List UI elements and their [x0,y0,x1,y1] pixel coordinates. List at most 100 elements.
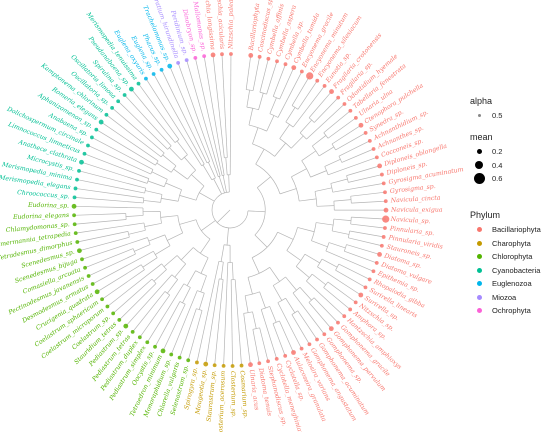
tree-branch [74,213,126,216]
tree-branch [291,168,307,178]
tree-branch [199,238,211,254]
tree-branch [252,56,260,91]
tree-branch [216,209,231,223]
tree-branch-arc [164,234,171,246]
tip-label: Eudorina_elegans [12,212,69,221]
tree-branch-arc [195,270,207,277]
legend-mean-item: 0.4 [470,159,502,173]
tree-branch [346,244,380,255]
tip-point [75,177,79,182]
tree-branch-arc [277,297,286,303]
legend-alpha-title: alpha [470,96,493,106]
tip-point [306,72,314,80]
tree-branch [277,302,302,349]
tree-branch [76,179,145,194]
tip-point [371,147,376,151]
tree-branch [314,97,339,123]
tree-branch-arc [211,177,216,181]
legend-phylum-label: Charophyta [492,238,531,248]
tip-point [167,63,173,69]
tree-branch [117,100,168,150]
tree-branch-arc [143,222,146,231]
tip-point [374,155,379,160]
tree-branch [311,240,328,248]
tree-branch [176,140,188,155]
tree-branch [169,65,211,162]
tip-point [130,329,135,334]
tip-point [111,311,116,316]
tree-branch [285,297,296,313]
tree-branch-arc [147,237,151,245]
tree-branch [145,78,203,166]
tip-point [367,138,372,143]
legend-phylum-item: Cyanobacteria [470,264,541,278]
tree-branch [165,182,182,190]
tip-point [336,320,340,325]
tree-branch-arc [170,165,177,173]
tree-branch [75,188,144,199]
tree-branch [161,198,179,202]
tree-branch [328,242,346,249]
tree-branch [324,158,341,167]
legend-phylum-label: Euglenozoa [492,279,532,289]
tree-branch [119,283,157,321]
tree-branch-arc [223,244,231,246]
tip-point [90,135,94,140]
legend-phylum-item: Miozoa [470,291,541,305]
legend-phylum-item: Ochrophyta [470,304,541,318]
tree-branch [269,267,280,282]
tree-branch [252,127,259,145]
tree-branch-arc [177,215,184,234]
tree-branch [228,174,230,193]
tip-point [176,60,181,65]
tree-branch [132,291,166,333]
tree-branch [348,237,382,247]
tip-point [90,282,95,286]
tip-point [210,52,216,58]
tip-label: Nitzschia_palea [227,0,234,50]
tree-branch [277,231,294,240]
tip-point [353,300,358,305]
tree-branch [201,220,216,231]
tree-branch [187,310,203,361]
tree-branch [106,114,162,158]
tip-point [274,356,279,361]
tree-branch [259,327,269,362]
legend-phylum-item: Bacillariophyta [470,223,541,237]
legend-alpha-dot [477,114,481,118]
legend-mean-item: 0.2 [470,145,502,159]
legend-phylum-swatch [476,240,482,246]
tree-branch [196,261,220,363]
tip-point [322,84,327,88]
tip-label: Cosmarium_sp. [238,370,249,419]
tip-point [169,352,174,357]
tree-branch [186,270,196,286]
tree-branch-arc [306,273,313,282]
tree-branch-arc [159,211,162,224]
tree-branch [247,210,266,213]
tree-branch [341,148,374,163]
tip-point [73,231,78,236]
legend-phylum-swatch [476,267,482,273]
tree-branch-arc [160,152,165,158]
tree-branch [245,55,252,90]
tip-point [229,52,233,56]
tree-branch [292,292,325,335]
tree-branch [144,222,162,227]
tip-point [100,297,104,302]
legend-phylum-swatch [476,254,482,260]
tree-branch-arc [323,132,329,139]
tip-point [72,195,77,200]
tree-branch [174,263,186,278]
tree-branch [153,269,167,282]
legend-mean-label: 0.2 [492,147,503,157]
tree-branch [306,103,345,140]
tree-branch [138,83,180,140]
tip-point [220,52,224,57]
tree-branch [344,250,377,264]
tip-point [203,361,209,367]
tip-point [128,86,134,92]
tree-branch [184,157,196,171]
tip-point [371,269,376,274]
